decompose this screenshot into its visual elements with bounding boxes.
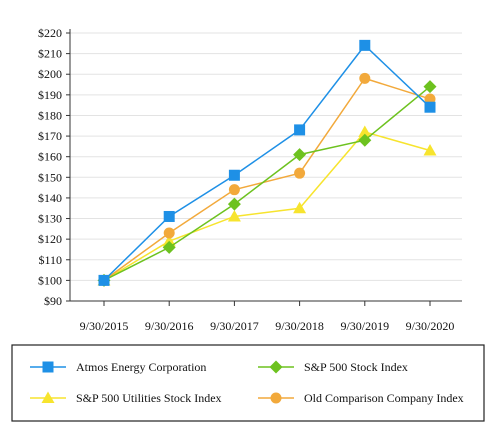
y-tick-label: $160	[38, 150, 62, 164]
x-tick-label: 9/30/2019	[340, 319, 389, 333]
series-line-sandp-500-utilities-stock-index	[103, 131, 431, 282]
legend-item-atmos-energy-corporation: Atmos Energy Corporation	[30, 360, 206, 374]
y-axis-ticks: $90 $100 $110 $120 $130 $140 $150 $160 $170 $180 $…	[38, 26, 70, 308]
series-sandp-500-utilities-stock-index	[97, 125, 437, 286]
legend-item-sandp-500-utilities-stock-index: S&P 500 Utilities Stock Index	[30, 391, 222, 405]
legend-label: Atmos Energy Corporation	[76, 360, 206, 374]
data-point-atmos-energy-corporation	[163, 210, 175, 222]
y-tick-label: $180	[38, 108, 62, 122]
data-point-sandp-500-utilities-stock-index	[423, 144, 437, 156]
y-tick-label: $90	[44, 294, 62, 308]
data-point-atmos-energy-corporation	[424, 101, 436, 113]
y-tick-label: $190	[38, 88, 62, 102]
data-point-sandp-500-utilities-stock-index	[162, 234, 176, 247]
legend-label: S&P 500 Stock Index	[304, 360, 408, 374]
y-tick-label: $110	[38, 253, 62, 267]
y-tick-label: $200	[38, 67, 62, 81]
y-tick-label: $150	[38, 170, 62, 184]
data-point-sandp-500-utilities-stock-index	[227, 209, 241, 222]
series-line-sandp-500-stock-index	[103, 86, 431, 282]
y-tick-label: $140	[38, 191, 62, 205]
x-tick-label: 9/30/2015	[80, 319, 129, 333]
data-point-old-comparison-company-index	[294, 167, 306, 179]
legend-marker-old-comparison-company-index	[270, 392, 282, 404]
legend: Atmos Energy Corporation S&P 500 Stock In…	[11, 344, 485, 422]
data-point-atmos-energy-corporation	[228, 169, 240, 181]
data-point-sandp-500-utilities-stock-index	[358, 125, 372, 137]
legend-item-sandp-500-stock-index: S&P 500 Stock Index	[258, 360, 408, 374]
data-point-sandp-500-utilities-stock-index	[293, 201, 307, 214]
data-point-sandp-500-stock-index	[423, 80, 437, 94]
series-line-old-comparison-company-index	[103, 77, 431, 281]
data-point-old-comparison-company-index	[163, 227, 175, 239]
y-tick-label: $220	[38, 26, 62, 40]
legend-item-old-comparison-company-index: Old Comparison Company Index	[258, 391, 464, 405]
x-tick-label: 9/30/2018	[275, 319, 324, 333]
series-sandp-500-stock-index	[97, 80, 437, 287]
data-point-sandp-500-stock-index	[358, 133, 372, 147]
data-point-old-comparison-company-index	[228, 184, 240, 196]
legend-box	[11, 344, 485, 422]
data-point-sandp-500-stock-index	[227, 197, 241, 211]
x-tick-label: 9/30/2020	[406, 319, 455, 333]
legend-label: Old Comparison Company Index	[304, 391, 464, 405]
data-point-atmos-energy-corporation	[294, 124, 306, 136]
y-tick-label: $210	[38, 47, 62, 61]
series-atmos-energy-corporation	[98, 39, 436, 286]
x-axis-ticks: 9/30/2015 9/30/2016 9/30/2017 9/30/2018 9/30…	[80, 301, 455, 333]
legend-marker-sandp-500-utilities-stock-index	[41, 391, 55, 403]
y-tick-label: $170	[38, 129, 62, 143]
data-point-sandp-500-stock-index	[162, 240, 176, 254]
legend-marker-sandp-500-stock-index	[269, 360, 283, 374]
data-point-atmos-energy-corporation	[359, 39, 371, 51]
y-tick-label: $100	[38, 273, 62, 287]
y-tick-label: $130	[38, 212, 62, 226]
legend-label: S&P 500 Utilities Stock Index	[76, 391, 222, 405]
legend-marker-atmos-energy-corporation	[42, 361, 54, 373]
y-tick-label: $120	[38, 232, 62, 246]
series-group	[97, 39, 437, 287]
series-line-atmos-energy-corporation	[103, 44, 431, 281]
data-point-sandp-500-stock-index	[293, 148, 307, 162]
x-tick-label: 9/30/2017	[210, 319, 259, 333]
x-tick-label: 9/30/2016	[145, 319, 194, 333]
series-old-comparison-company-index	[98, 72, 436, 286]
data-point-old-comparison-company-index	[359, 72, 371, 84]
data-point-atmos-energy-corporation	[98, 274, 110, 286]
grid-lines	[70, 32, 462, 281]
